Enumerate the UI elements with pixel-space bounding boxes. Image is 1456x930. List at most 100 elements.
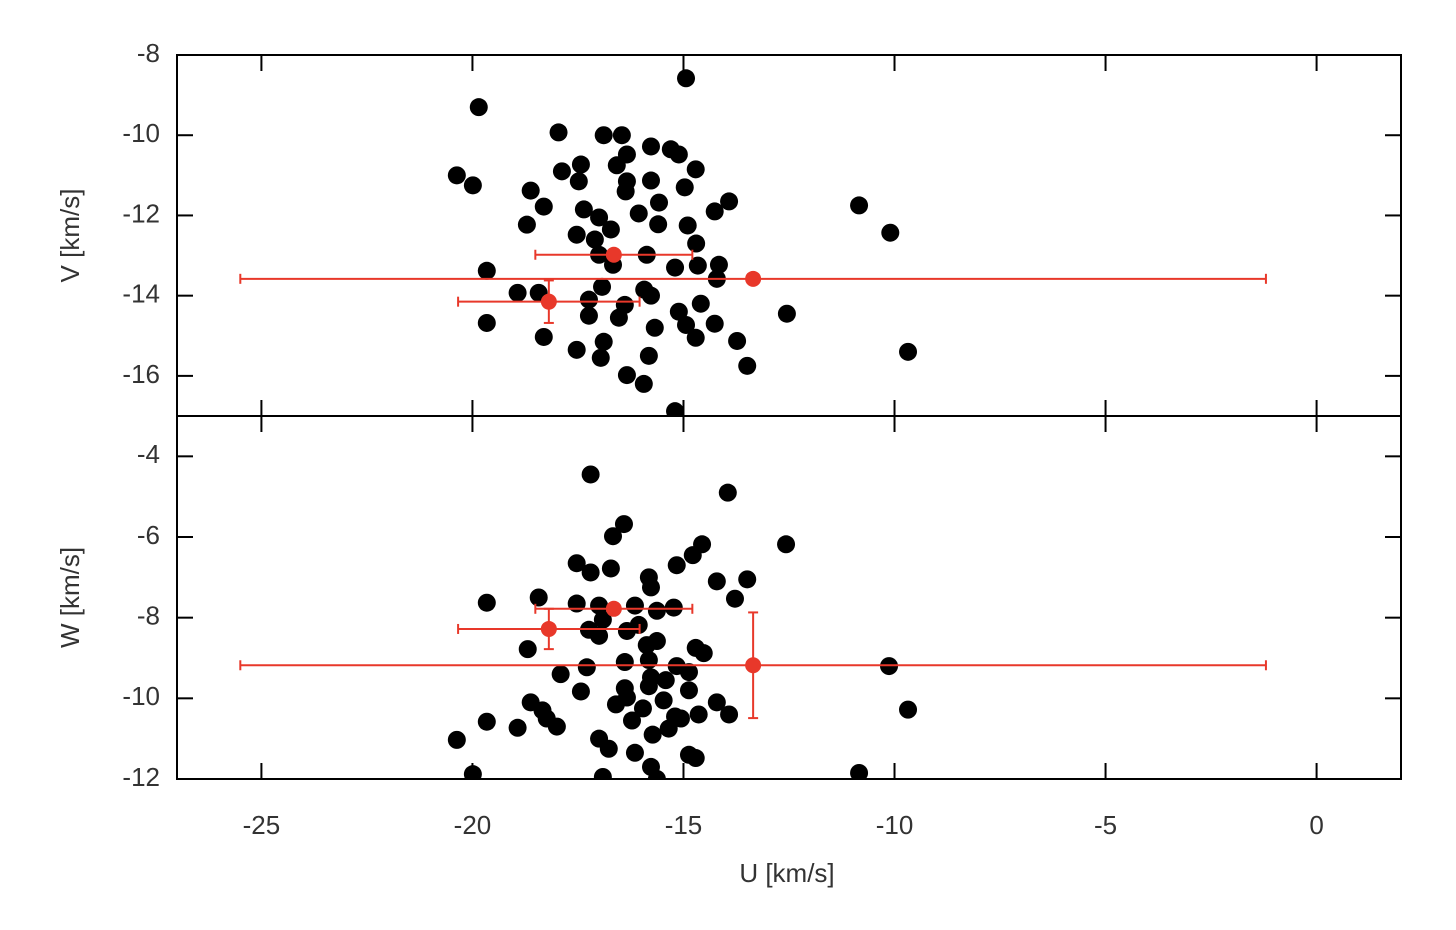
y-tick-label: -10 (122, 118, 160, 148)
point (594, 332, 613, 351)
point (581, 465, 600, 484)
point (666, 402, 685, 416)
point (634, 374, 653, 393)
point (617, 621, 636, 640)
point (540, 620, 557, 637)
point (518, 640, 537, 659)
point (477, 261, 496, 280)
y-tick-label: -12 (122, 762, 160, 792)
point (567, 340, 586, 359)
point (689, 705, 708, 724)
point (463, 765, 482, 779)
point (599, 739, 618, 758)
point (777, 304, 796, 323)
y-tick-label: -16 (122, 359, 160, 389)
point (745, 657, 762, 674)
point (508, 718, 527, 737)
point (585, 230, 604, 249)
point (521, 181, 540, 200)
point (881, 223, 900, 242)
plot-area (239, 465, 1267, 779)
point (643, 725, 662, 744)
point (666, 258, 685, 277)
point (647, 770, 666, 779)
point (552, 162, 571, 181)
point (616, 182, 635, 201)
point (641, 286, 660, 305)
point (850, 763, 869, 779)
point (625, 743, 644, 762)
point (601, 220, 620, 239)
point (477, 712, 496, 731)
point (625, 596, 644, 615)
point (477, 313, 496, 332)
point (687, 234, 706, 253)
panel-frame (176, 415, 1402, 780)
point (667, 556, 686, 575)
x-tick-label: 0 (1309, 810, 1323, 840)
point (594, 126, 613, 145)
point (534, 327, 553, 346)
point (639, 651, 658, 670)
point (581, 563, 600, 582)
point (508, 283, 527, 302)
y-tick-label: -8 (137, 601, 160, 631)
point (529, 588, 548, 607)
point (637, 636, 656, 655)
point (659, 719, 678, 738)
point (677, 69, 696, 88)
x-axis-title: U [km/s] (739, 858, 834, 888)
point (577, 658, 596, 677)
point (694, 644, 713, 663)
point (614, 515, 633, 534)
point (728, 331, 747, 350)
point (720, 705, 739, 724)
point (574, 200, 593, 219)
point (718, 483, 737, 502)
point (738, 356, 757, 375)
point (629, 204, 648, 223)
point (571, 155, 590, 174)
point (549, 123, 568, 142)
point (609, 308, 628, 327)
point (605, 246, 622, 263)
point (649, 215, 668, 234)
point (463, 176, 482, 195)
point (777, 535, 796, 554)
point (469, 98, 488, 117)
point (725, 589, 744, 608)
point (617, 366, 636, 385)
y-tick-label: -8 (137, 38, 160, 68)
plot-area (239, 69, 1267, 416)
x-tick-label: -5 (1094, 810, 1117, 840)
point (899, 700, 918, 719)
point (606, 695, 625, 714)
point (686, 328, 705, 347)
point (656, 671, 675, 690)
point (603, 527, 622, 546)
point (447, 730, 466, 749)
point (709, 255, 728, 274)
panel-frame (176, 54, 1402, 417)
point (622, 711, 641, 730)
x-tick-label: -10 (876, 810, 914, 840)
y-tick-label: -14 (122, 279, 160, 309)
point (477, 593, 496, 612)
point (639, 346, 658, 365)
point (705, 314, 724, 333)
point (612, 126, 631, 145)
y-tick-label: -6 (137, 520, 160, 550)
point (567, 225, 586, 244)
point (678, 216, 697, 235)
point (745, 270, 762, 287)
point (641, 137, 660, 156)
point (605, 600, 622, 617)
point (650, 193, 669, 212)
y-tick-label: -10 (122, 681, 160, 711)
point (686, 749, 705, 768)
point (738, 570, 757, 589)
point (639, 677, 658, 696)
point (607, 156, 626, 175)
point (669, 145, 688, 164)
point (686, 160, 705, 179)
